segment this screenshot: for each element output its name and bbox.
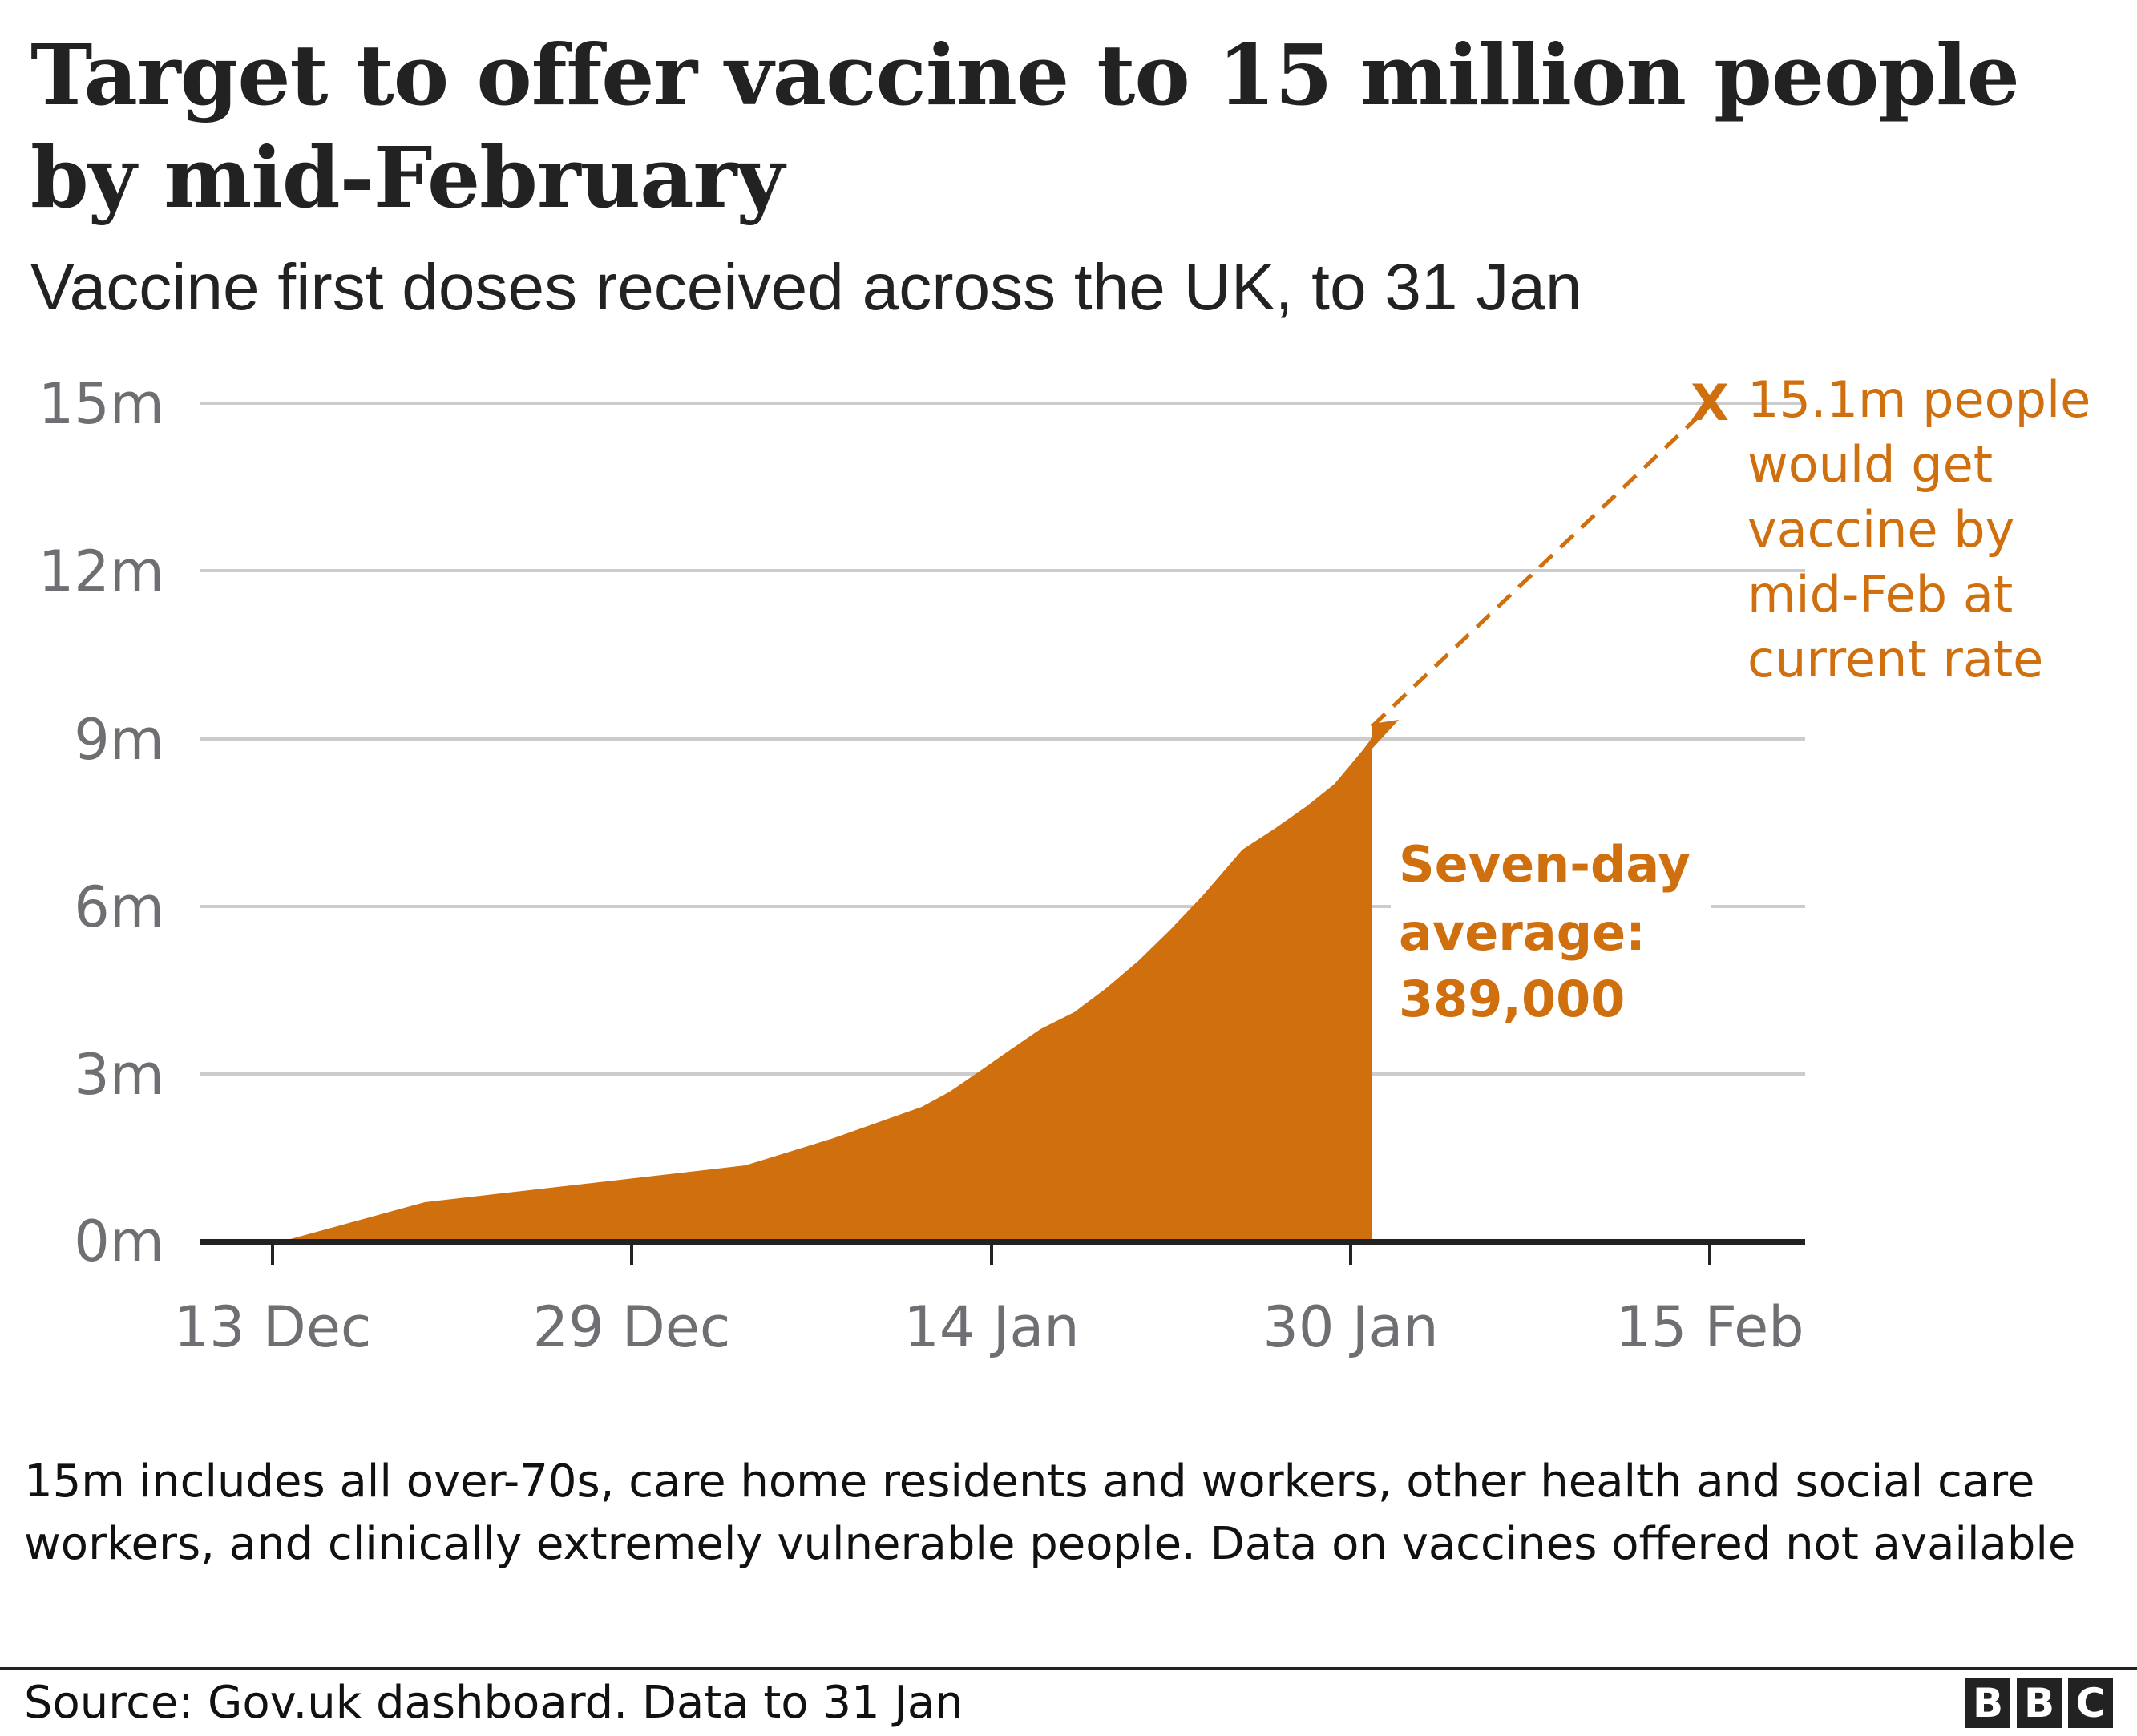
y-tick-label: 6m: [74, 874, 164, 940]
average-label-line: Seven-day: [1399, 835, 1691, 894]
logo-letter: B: [2017, 1678, 2062, 1728]
footnote: 15m includes all over-70s, care home res…: [24, 1455, 2076, 1570]
logo-letter: C: [2068, 1678, 2113, 1728]
x-axis-ticks: [271, 1242, 1711, 1265]
y-tick-label: 12m: [38, 539, 164, 604]
area-chart: 15m 12m 9m 6m 3m 0m 13 Dec 29 Dec 14 Jan…: [38, 370, 2091, 1360]
projection-dashed-line: [1371, 404, 1711, 728]
x-tick-label: 14 Jan: [903, 1294, 1079, 1360]
y-tick-label: 0m: [74, 1209, 164, 1274]
x-tick-label: 29 Dec: [533, 1294, 731, 1360]
projection-label-line: 15.1m people: [1747, 370, 2091, 429]
cumulative-doses-area: [285, 720, 1399, 1241]
projection-annotation: 15.1m people would get vaccine by mid-Fe…: [1747, 370, 2091, 688]
bbc-logo: B B C: [1965, 1678, 2113, 1728]
projection-label-line: mid-Feb at: [1747, 565, 2013, 624]
projection-x-marker: X: [1691, 373, 1729, 432]
seven-day-average-annotation: Seven-day average: 389,000: [1399, 835, 1691, 1028]
x-tick-label: 13 Dec: [174, 1294, 372, 1360]
y-tick-label: 15m: [38, 371, 164, 437]
y-tick-label: 9m: [74, 707, 164, 773]
average-label-line: 389,000: [1399, 970, 1625, 1028]
logo-letter: B: [1965, 1678, 2010, 1728]
source-text: Source: Gov.uk dashboard. Data to 31 Jan: [24, 1677, 963, 1729]
y-tick-label: 3m: [74, 1042, 164, 1108]
x-axis-labels: 13 Dec 29 Dec 14 Jan 30 Jan 15 Feb: [174, 1294, 1804, 1360]
projection-label-line: would get: [1747, 435, 1993, 494]
average-label-line: average:: [1399, 903, 1646, 962]
projection-label-line: current rate: [1747, 630, 2043, 688]
chart-title: Target to offer vaccine to 15 million pe…: [30, 26, 2020, 227]
x-tick-label: 15 Feb: [1615, 1294, 1804, 1360]
x-tick-label: 30 Jan: [1262, 1294, 1438, 1360]
footer-divider: [0, 1667, 2137, 1670]
chart-subtitle: Vaccine first doses received across the …: [30, 251, 1582, 324]
y-axis-labels: 15m 12m 9m 6m 3m 0m: [38, 371, 164, 1274]
projection-label-line: vaccine by: [1747, 500, 2014, 559]
